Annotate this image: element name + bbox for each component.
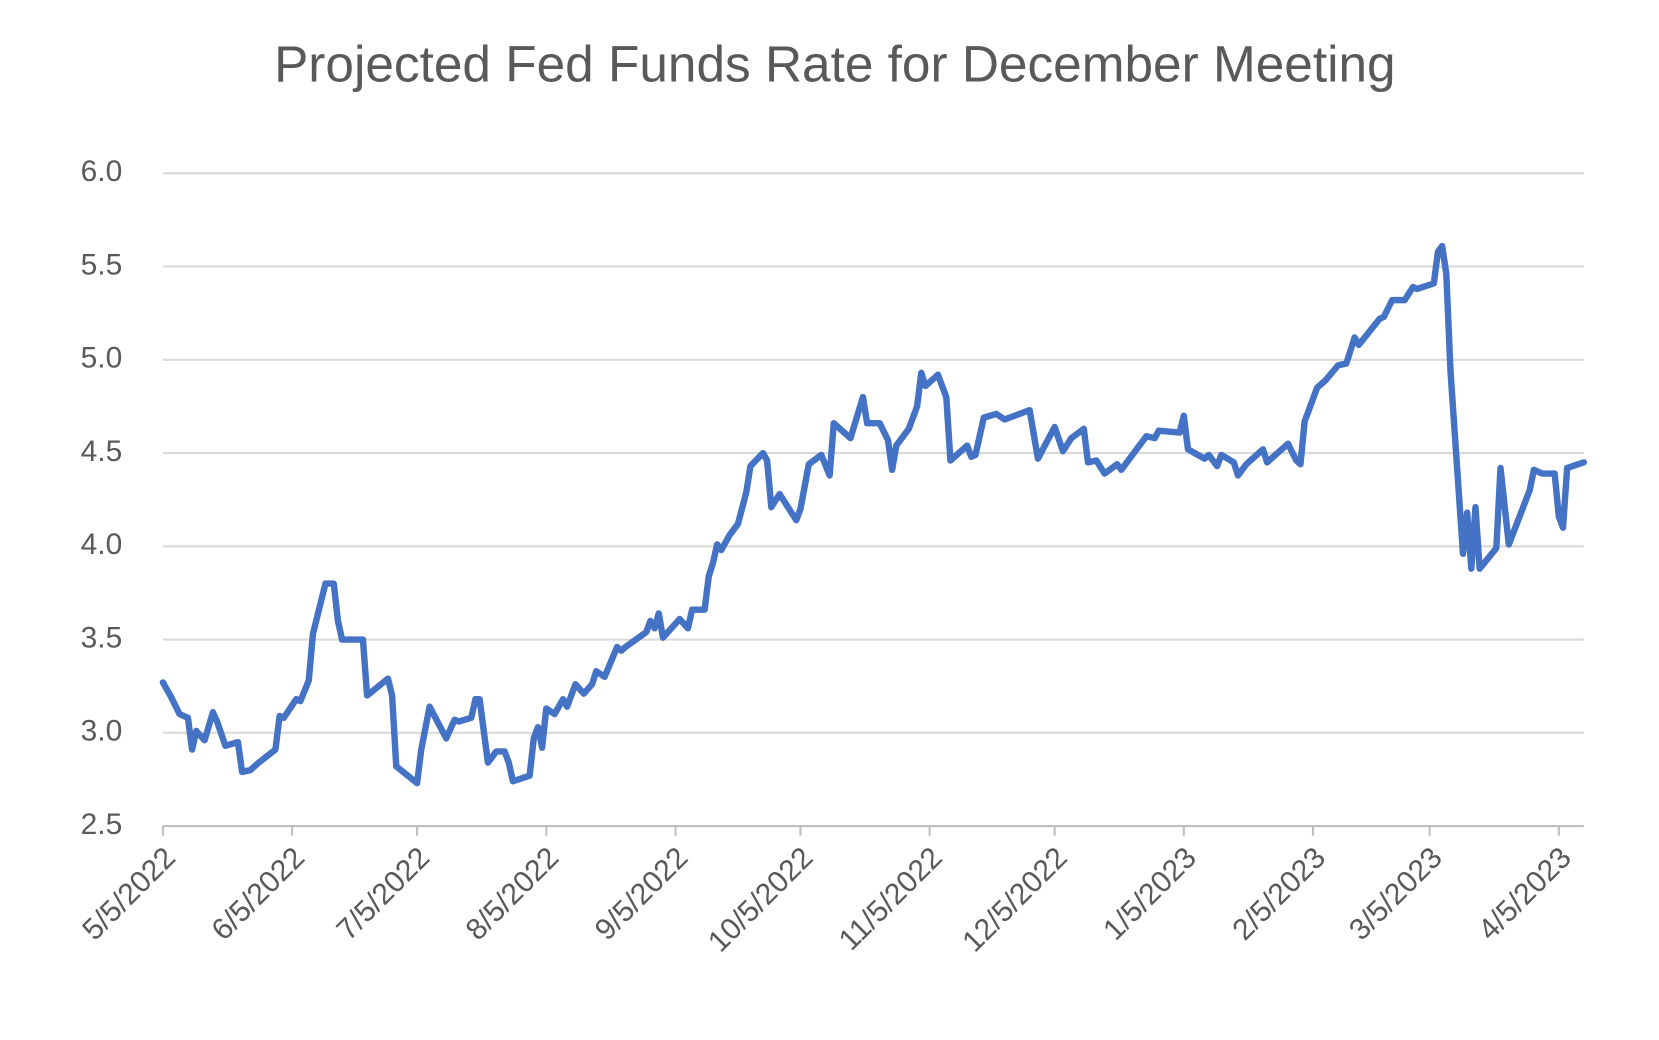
y-tick-label: 5.5	[81, 248, 123, 281]
y-tick-label: 6.0	[81, 155, 123, 188]
line-series	[159, 242, 1588, 787]
y-tick-label: 2.5	[81, 808, 123, 841]
y-tick-label: 3.5	[81, 621, 123, 654]
y-tick-label: 5.0	[81, 342, 123, 375]
y-tick-label: 4.0	[81, 528, 123, 561]
y-tick-label: 3.0	[81, 715, 123, 748]
y-tick-label: 4.5	[81, 435, 123, 468]
chart-title: Projected Fed Funds Rate for December Me…	[274, 35, 1396, 92]
